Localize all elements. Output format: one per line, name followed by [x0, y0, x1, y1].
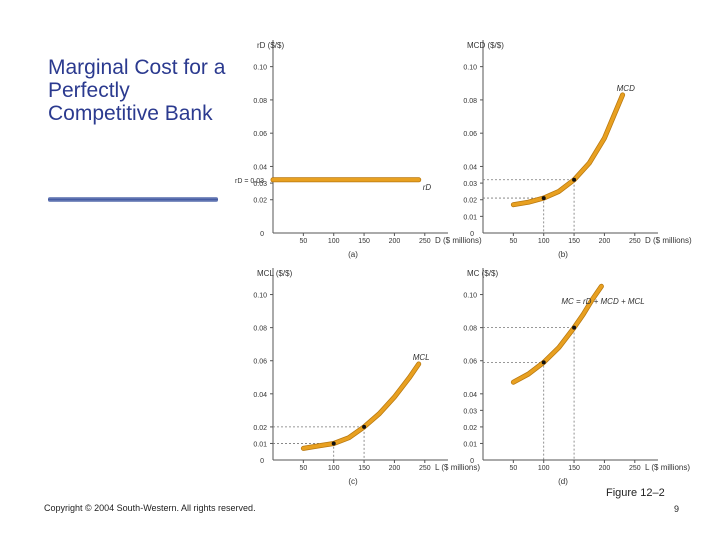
y-tick-label-d-3: 0.04 — [463, 392, 477, 399]
y-tick-label-c-0: 0.10 — [253, 293, 267, 300]
y-tick-label-d-6: 0.01 — [463, 441, 477, 448]
curve-label-b: MCD — [617, 84, 635, 93]
y-axis-label-a: rD ($/$) — [257, 41, 284, 50]
y-tick-label-d-4: 0.03 — [463, 408, 477, 415]
y-tick-label-b-3: 0.04 — [463, 164, 477, 171]
panel-caption-c: (c) — [348, 477, 358, 486]
x-tick-label-a-1: 100 — [328, 238, 340, 245]
slide-title: Marginal Cost for a Perfectly Competitiv… — [48, 56, 226, 125]
panel-caption-d: (d) — [558, 477, 568, 486]
y-tick-label-b-0: 0.10 — [463, 65, 477, 72]
reference-line-c-1 — [273, 426, 365, 460]
x-tick-label-d-2: 150 — [568, 465, 580, 472]
x-tick-label-c-4: 250 — [419, 465, 431, 472]
data-point-d-0 — [541, 360, 546, 365]
figure-label: Figure 12–2 — [606, 487, 665, 499]
x-tick-label-d-3: 200 — [599, 465, 611, 472]
x-axis-label-a: D ($ millions) — [435, 236, 482, 245]
copyright-notice: Copyright © 2004 South-Western. All righ… — [44, 503, 256, 513]
y-axis-label-c: MCL ($/$) — [257, 269, 293, 278]
panel-caption-a: (a) — [348, 250, 358, 259]
x-axis-label-c: L ($ millions) — [435, 463, 480, 472]
origin-label-c: 0 — [260, 458, 264, 465]
y-tick-label-d-2: 0.06 — [463, 359, 477, 366]
y-tick-label-c-3: 0.04 — [253, 392, 267, 399]
x-tick-label-b-0: 50 — [509, 238, 517, 245]
y-tick-label-b-4: 0.03 — [463, 181, 477, 188]
x-tick-label-a-3: 200 — [389, 238, 401, 245]
y-tick-label-b-1: 0.08 — [463, 98, 477, 105]
y-tick-label-b-5: 0.02 — [463, 198, 477, 205]
annotation-a-0: rD = 0.03 — [235, 178, 264, 185]
y-axis-label-d: MC ($/$) — [467, 269, 498, 278]
title-underline — [48, 197, 218, 202]
x-tick-label-c-1: 100 — [328, 465, 340, 472]
y-tick-label-d-1: 0.08 — [463, 326, 477, 333]
y-tick-label-b-2: 0.06 — [463, 131, 477, 138]
y-tick-label-a-4: 0.03 — [253, 181, 267, 188]
y-tick-label-c-2: 0.06 — [253, 359, 267, 366]
x-tick-label-a-0: 50 — [299, 238, 307, 245]
page-number: 9 — [674, 504, 680, 514]
x-tick-label-c-0: 50 — [299, 465, 307, 472]
x-tick-label-b-2: 150 — [568, 238, 580, 245]
data-point-b-0 — [541, 196, 546, 201]
x-tick-label-d-1: 100 — [538, 465, 550, 472]
x-tick-label-a-2: 150 — [358, 238, 370, 245]
x-tick-label-b-3: 200 — [599, 238, 611, 245]
origin-label-a: 0 — [260, 231, 264, 238]
origin-label-d: 0 — [470, 458, 474, 465]
curve-label-a: rD — [423, 183, 432, 192]
x-tick-label-b-1: 100 — [538, 238, 550, 245]
curve-label-d: MC = rD + MCD + MCL — [561, 297, 644, 306]
x-tick-label-d-0: 50 — [509, 465, 517, 472]
y-tick-label-c-5: 0.01 — [253, 441, 267, 448]
data-point-b-1 — [572, 177, 577, 182]
panel-caption-b: (b) — [558, 250, 568, 259]
x-tick-label-c-2: 150 — [358, 465, 370, 472]
y-tick-label-a-5: 0.02 — [253, 198, 267, 205]
y-axis-label-b: MCD ($/$) — [467, 41, 504, 50]
curve-mc-d — [511, 284, 604, 384]
data-point-c-1 — [362, 424, 367, 429]
y-tick-label-a-1: 0.08 — [253, 98, 267, 105]
curve-outline-b-0 — [510, 92, 626, 208]
curve-mcd-b — [511, 93, 625, 207]
data-point-d-1 — [572, 325, 577, 330]
curve-label-c: MCL — [413, 353, 430, 362]
origin-label-b: 0 — [470, 231, 474, 238]
y-tick-label-a-2: 0.06 — [253, 131, 267, 138]
y-tick-label-d-5: 0.02 — [463, 425, 477, 432]
y-tick-label-a-0: 0.10 — [253, 65, 267, 72]
x-tick-label-a-4: 250 — [419, 238, 431, 245]
curve-outline-c-0 — [300, 361, 422, 451]
x-axis-label-b: D ($ millions) — [645, 236, 692, 245]
curve-mcl-c — [301, 362, 421, 451]
y-tick-label-a-3: 0.04 — [253, 164, 267, 171]
reference-line-d-0 — [483, 361, 545, 460]
x-tick-label-d-4: 250 — [629, 465, 641, 472]
x-tick-label-c-3: 200 — [389, 465, 401, 472]
data-point-c-0 — [331, 441, 336, 446]
y-tick-label-c-1: 0.08 — [253, 326, 267, 333]
y-tick-label-c-4: 0.02 — [253, 425, 267, 432]
x-axis-label-d: L ($ millions) — [645, 463, 690, 472]
x-tick-label-b-4: 250 — [629, 238, 641, 245]
y-tick-label-d-0: 0.10 — [463, 293, 477, 300]
y-tick-label-b-6: 0.01 — [463, 214, 477, 221]
